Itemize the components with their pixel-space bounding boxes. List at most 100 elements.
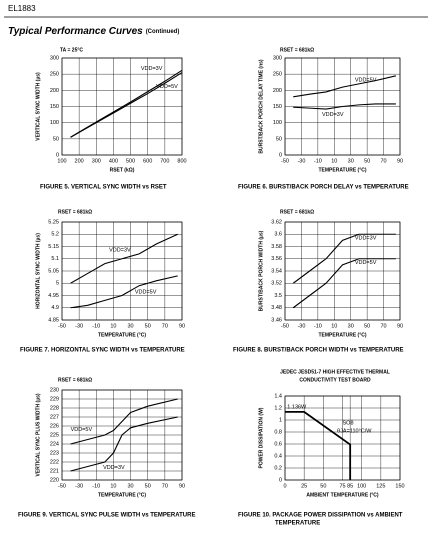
y-tick-label: 4.95: [48, 293, 59, 299]
y-tick-label: 0.2: [274, 465, 282, 471]
y-tick-label: 0.4: [274, 453, 282, 459]
y-tick-label: 50: [276, 136, 282, 142]
annotation: RSET = 681kΩ: [280, 47, 314, 53]
y-axis-label: BURST/BACK PORCH DELAY TIME (ns): [258, 59, 264, 154]
x-tick-label: 50: [320, 483, 326, 489]
x-tick-label: 30: [128, 323, 134, 329]
x-tick-label: 500: [126, 158, 135, 164]
x-tick-label: 50: [145, 323, 151, 329]
y-tick-label: 4.85: [48, 317, 59, 323]
series-label: VDD=5V: [355, 260, 377, 266]
y-tick-label: 3.46: [271, 317, 282, 323]
x-tick-label: 600: [143, 158, 152, 164]
x-tick-label: 400: [109, 158, 118, 164]
y-axis-label: HORIZONTAL SYNC WIDTH (µs): [35, 233, 41, 309]
x-axis-label: TEMPERATURE (°C): [98, 332, 146, 338]
y-tick-label: 220: [50, 477, 59, 483]
figure-caption: FIGURE 6. BURST/BACK PORCH DELAY vs TEMP…: [238, 185, 409, 191]
page-title: Typical Performance Curves (Continued): [8, 26, 179, 37]
x-tick-label: 90: [179, 323, 185, 329]
y-tick-label: 200: [273, 88, 282, 94]
series-line: [292, 258, 396, 309]
series-label: VDD=5V: [156, 84, 178, 90]
series-line: [293, 75, 397, 98]
y-tick-label: 3.58: [271, 244, 282, 250]
annotation: TA = 25°C: [60, 47, 83, 53]
x-tick-label: 70: [162, 323, 168, 329]
y-tick-label: 226: [50, 423, 59, 429]
x-tick-label: -30: [75, 323, 83, 329]
x-tick-label: 50: [145, 483, 151, 489]
x-tick-label: 10: [110, 483, 116, 489]
series-line: [285, 410, 352, 480]
y-tick-label: 227: [50, 414, 59, 420]
x-tick-label: 25: [301, 483, 307, 489]
plot-label: 1.136W: [287, 404, 307, 410]
y-axis-label: VERTICAL SYNC WIDTH (µs): [35, 72, 41, 141]
series-label: SO8: [343, 420, 354, 426]
series-line: [293, 103, 396, 110]
x-tick-label: -30: [297, 323, 305, 329]
y-tick-label: 150: [273, 104, 282, 110]
series-line: [70, 275, 178, 309]
y-tick-label: 0.8: [274, 429, 282, 435]
y-tick-label: 223: [50, 450, 59, 456]
y-tick-label: 222: [50, 459, 59, 465]
y-tick-label: 1.4: [274, 393, 282, 399]
doc-id: EL1883: [8, 4, 36, 13]
y-tick-label: 5.2: [51, 232, 59, 238]
figure-caption: TEMPERATURE: [275, 521, 320, 527]
title-main: Typical Performance Curves: [8, 26, 143, 37]
y-tick-label: 1: [279, 417, 282, 423]
series-label: VDD=3V: [322, 112, 344, 118]
y-tick-label: 0.6: [274, 441, 282, 447]
x-tick-label: 10: [110, 323, 116, 329]
series-label: VDD=3V: [109, 248, 131, 254]
series-line: [70, 398, 178, 445]
x-tick-label: 70: [381, 158, 387, 164]
x-tick-label: 90: [179, 483, 185, 489]
y-tick-label: 3.54: [271, 268, 282, 274]
x-axis-label: TEMPERATURE (°C): [98, 492, 146, 498]
x-tick-label: 70: [162, 483, 168, 489]
x-tick-label: 30: [128, 483, 134, 489]
y-tick-label: 221: [50, 468, 59, 474]
series-line: [70, 233, 178, 284]
series-line: [70, 72, 183, 138]
y-tick-label: 5: [56, 281, 59, 287]
annotation: RSET = 681kΩ: [280, 209, 314, 215]
y-tick-label: 4.9: [51, 305, 59, 311]
figure-caption: FIGURE 10. PACKAGE POWER DISSIPATION vs …: [238, 513, 403, 519]
x-tick-label: 90: [397, 158, 403, 164]
figure-caption: FIGURE 8. BURST/BACK PORCH WIDTH vs TEMP…: [233, 348, 404, 354]
x-tick-label: -10: [314, 323, 322, 329]
x-tick-label: -10: [92, 483, 100, 489]
x-tick-label: 90: [397, 323, 403, 329]
x-axis-label: RSET (kΩ): [110, 167, 135, 173]
y-tick-label: 5.1: [51, 256, 59, 262]
series-label: VDD=3V: [355, 235, 377, 241]
annotation: CONDUCTIVITY TEST BOARD: [299, 377, 371, 383]
x-tick-label: 10: [331, 323, 337, 329]
y-tick-label: 50: [53, 136, 59, 142]
y-tick-label: 3.48: [271, 305, 282, 311]
x-tick-label: 50: [364, 323, 370, 329]
series-line: [70, 416, 178, 472]
y-tick-label: 300: [273, 55, 282, 61]
series-label: VDD=5V: [71, 427, 93, 433]
y-tick-label: 300: [50, 55, 59, 61]
y-tick-label: 225: [50, 432, 59, 438]
y-tick-label: 250: [273, 72, 282, 78]
plot-label: θJA=110°C/W: [337, 428, 372, 434]
x-tick-label: 10: [331, 158, 337, 164]
figure-caption: FIGURE 5. VERTICAL SYNC WIDTH vs RSET: [40, 185, 167, 191]
x-tick-label: 0: [283, 483, 286, 489]
x-tick-label: 800: [177, 158, 186, 164]
y-tick-label: 100: [50, 120, 59, 126]
figure-caption: FIGURE 7. HORIZONTAL SYNC WIDTH vs TEMPE…: [20, 348, 185, 354]
x-axis-label: TEMPERATURE (°C): [318, 332, 366, 338]
series-label: VDD=3V: [141, 66, 163, 72]
x-tick-label: -50: [58, 483, 66, 489]
x-tick-label: 150: [395, 483, 404, 489]
